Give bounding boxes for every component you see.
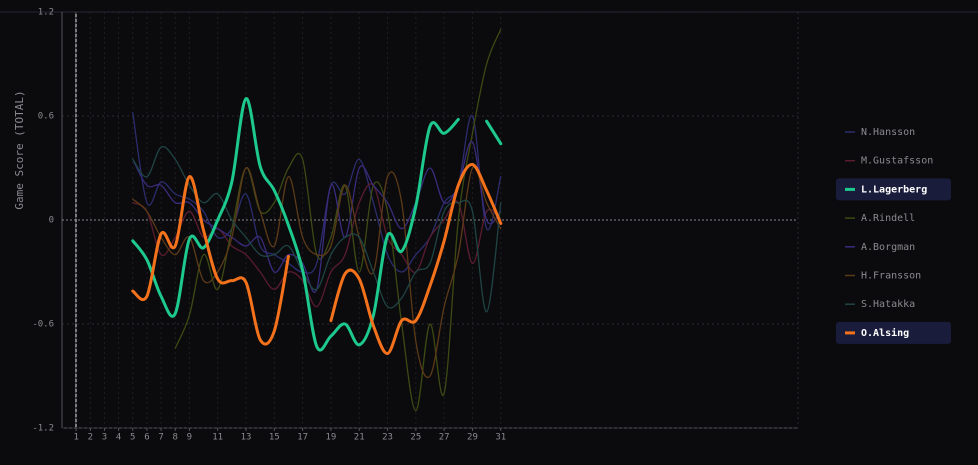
x-tick-label: 13 bbox=[241, 433, 252, 443]
x-tick-label: 29 bbox=[467, 433, 478, 443]
series-line bbox=[132, 165, 502, 379]
legend-item[interactable]: L.Lagerberg bbox=[836, 178, 951, 201]
series-line bbox=[131, 163, 503, 355]
x-tick-label: 4 bbox=[116, 433, 121, 443]
y-tick-label: 1.2 bbox=[38, 8, 54, 18]
legend-label: L.Lagerberg bbox=[861, 184, 927, 195]
legend-item[interactable]: O.Alsing bbox=[836, 321, 951, 344]
legend-highlight bbox=[836, 321, 951, 344]
legend-label: O.Alsing bbox=[861, 327, 909, 339]
legend-item[interactable]: N.Hansson bbox=[845, 127, 915, 138]
legend-item[interactable]: S.Hatakka bbox=[845, 299, 915, 310]
x-tick-label: 19 bbox=[326, 433, 337, 443]
y-tick-label: -0.6 bbox=[32, 320, 54, 330]
x-tick-label: 7 bbox=[158, 433, 163, 443]
x-tick-label: 9 bbox=[187, 433, 192, 443]
legend-label: A.Rindell bbox=[861, 213, 915, 224]
series-line bbox=[131, 97, 503, 352]
legend-item[interactable]: H.Fransson bbox=[845, 271, 921, 282]
legend-label: S.Hatakka bbox=[861, 299, 915, 310]
y-tick-label: -1.2 bbox=[32, 424, 54, 434]
x-tick-label: 21 bbox=[354, 433, 365, 443]
x-tick-label: 5 bbox=[130, 433, 135, 443]
x-tick-label: 8 bbox=[173, 433, 178, 443]
legend-item[interactable]: M.Gustafsson bbox=[845, 156, 933, 167]
x-tick-label: 1 bbox=[73, 433, 78, 443]
legend-label: A.Borgman bbox=[861, 242, 915, 253]
legend-label: M.Gustafsson bbox=[861, 156, 933, 167]
x-tick-label: 6 bbox=[144, 433, 149, 443]
x-tick-label: 15 bbox=[269, 433, 280, 443]
x-tick-label: 17 bbox=[297, 433, 308, 443]
x-tick-label: 2 bbox=[88, 433, 93, 443]
legend-highlight bbox=[836, 178, 951, 201]
series-line bbox=[132, 183, 502, 308]
x-tick-label: 23 bbox=[382, 433, 393, 443]
y-axis-label: Game Score (TOTAL) bbox=[13, 90, 26, 209]
y-tick-label: 0.6 bbox=[38, 112, 54, 122]
x-tick-label: 3 bbox=[102, 433, 107, 443]
legend-label: N.Hansson bbox=[861, 127, 915, 138]
legend-item[interactable]: A.Borgman bbox=[845, 242, 915, 253]
series-line bbox=[174, 28, 502, 412]
y-tick-label: 0 bbox=[49, 216, 54, 226]
legend-item[interactable]: A.Rindell bbox=[845, 213, 915, 224]
series-line bbox=[132, 141, 502, 293]
x-tick-label: 11 bbox=[212, 433, 223, 443]
x-tick-label: 31 bbox=[495, 433, 506, 443]
x-tick-label: 25 bbox=[410, 433, 421, 443]
x-tick-label: 27 bbox=[439, 433, 450, 443]
legend-label: H.Fransson bbox=[861, 271, 921, 282]
